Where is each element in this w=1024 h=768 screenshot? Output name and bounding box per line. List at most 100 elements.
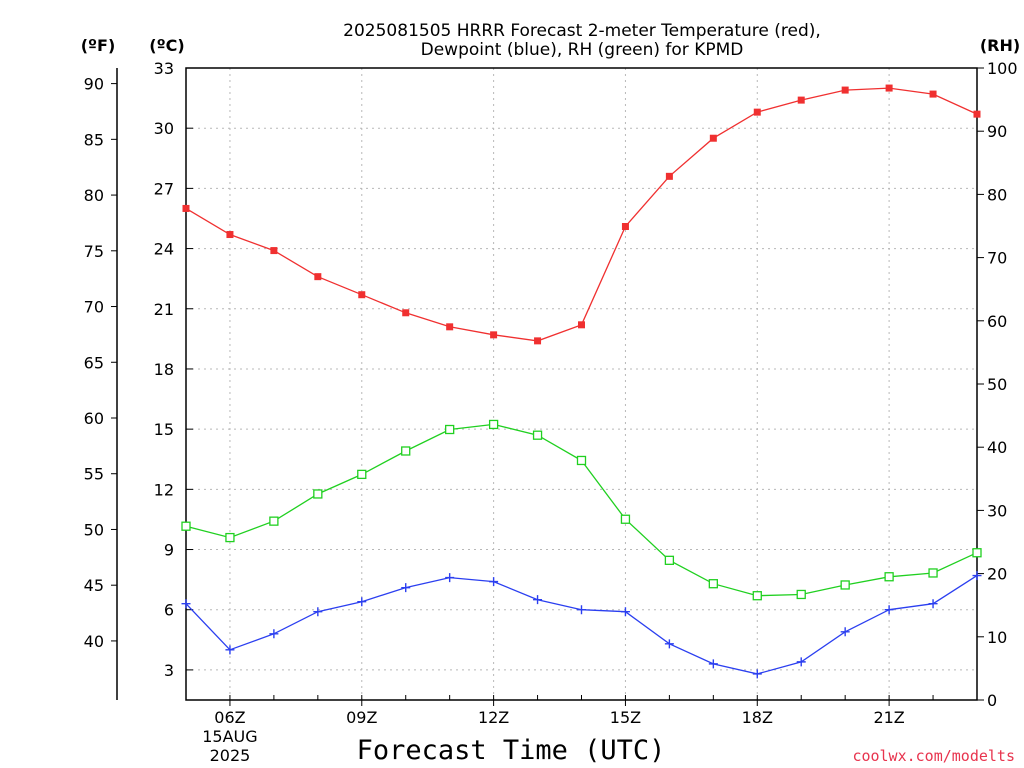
dewpoint-point [972, 571, 982, 581]
temperature-point [753, 108, 761, 116]
temperature-point [182, 204, 190, 212]
celsius-tick-label: 30 [154, 119, 174, 138]
x-tick-date-label: 2025 [210, 746, 251, 765]
chart-title-line-2: Dewpoint (blue), RH (green) for KPMD [421, 40, 744, 60]
temperature-point [665, 172, 673, 180]
dewpoint-point [313, 607, 323, 617]
celsius-tick-label: 12 [154, 480, 174, 499]
rh-tick-label: 40 [987, 438, 1007, 457]
rh-point [796, 589, 806, 600]
x-tick-label: 21Z [873, 708, 904, 727]
dewpoint-point [577, 605, 586, 615]
dewpoint-point [533, 595, 543, 605]
temperature-series-line [185, 87, 978, 342]
rh-tick-label: 80 [987, 185, 1007, 204]
rh-point [972, 548, 982, 558]
rh-series-line [185, 423, 978, 597]
celsius-tick-label: 15 [154, 420, 174, 439]
celsius-tick-label: 21 [154, 300, 174, 319]
temperature-point [885, 84, 893, 92]
dewpoint-point [181, 599, 191, 609]
rh-point [884, 572, 894, 582]
fahrenheit-tick-label: 60 [84, 409, 104, 428]
x-tick-date-label: 15AUG [202, 727, 257, 746]
dewpoint-point [620, 607, 630, 617]
temperature-point [929, 90, 937, 98]
plot-frame [185, 67, 978, 701]
temperature-point [621, 223, 629, 231]
temperature-point [709, 134, 717, 142]
temperature-point [358, 291, 366, 299]
rh-point [401, 446, 411, 456]
chart-title-line-1: 2025081505 HRRR Forecast 2-meter Tempera… [343, 21, 821, 41]
rh-tick-label: 70 [987, 249, 1007, 268]
temperature-point [797, 96, 805, 104]
temperature-point [402, 309, 410, 317]
source-credit: coolwx.com/modelts [852, 747, 1015, 765]
fahrenheit-tick-label: 85 [84, 130, 104, 149]
x-axis-title: Forecast Time (UTC) [357, 735, 666, 766]
x-tick-label: 09Z [346, 708, 377, 727]
temperature-point [841, 86, 849, 94]
dewpoint-point [796, 657, 806, 667]
fahrenheit-tick-label: 75 [84, 242, 104, 261]
fahrenheit-tick-label: 70 [84, 298, 104, 317]
dewpoint-point [928, 599, 938, 609]
rh-point [269, 516, 279, 526]
fahrenheit-tick-label: 40 [84, 632, 104, 651]
dewpoint-point [708, 659, 718, 669]
dewpoint-point [445, 573, 455, 583]
celsius-tick-label: 6 [164, 601, 174, 620]
fahrenheit-tick-label: 45 [84, 576, 104, 595]
celsius-tick-label: 33 [154, 59, 174, 78]
chart-axes [111, 67, 984, 706]
dewpoint-point [357, 597, 367, 607]
rh-point [488, 419, 499, 430]
temperature-point [973, 110, 981, 118]
rh-point [664, 555, 675, 565]
fahrenheit-tick-label: 55 [84, 465, 104, 484]
rh-point [752, 591, 762, 601]
rh-tick-label: 30 [987, 501, 1007, 520]
rh-axis-unit: (RH) [980, 36, 1020, 55]
fahrenheit-axis-unit: (ºF) [81, 36, 116, 55]
celsius-tick-label: 18 [154, 360, 174, 379]
fahrenheit-tick-label: 90 [84, 75, 104, 94]
dewpoint-point [401, 583, 411, 593]
temperature-point [446, 323, 454, 331]
dewpoint-series-line [185, 575, 978, 675]
rh-point [532, 430, 543, 440]
x-tick-label: 18Z [742, 708, 773, 727]
rh-tick-label: 90 [987, 122, 1007, 141]
rh-point [313, 489, 323, 499]
rh-point [357, 469, 367, 480]
tick-labels: 3 6 9 12 15 18 21 24 27 30 33 40 45 50 55 60 65 70 75 80 85 9… [84, 59, 1018, 765]
temperature-point [226, 231, 234, 239]
fahrenheit-tick-label: 50 [84, 520, 104, 539]
rh-point [928, 568, 938, 578]
dewpoint-point [225, 645, 235, 655]
rh-tick-label: 0 [987, 691, 997, 710]
rh-tick-label: 100 [987, 59, 1018, 78]
celsius-tick-label: 9 [164, 541, 174, 560]
rh-point [576, 455, 587, 466]
rh-tick-label: 10 [987, 628, 1007, 647]
rh-tick-label: 60 [987, 312, 1007, 331]
dewpoint-point [884, 605, 894, 615]
dewpoint-point [489, 577, 499, 587]
rh-point [840, 580, 850, 590]
fahrenheit-tick-label: 65 [84, 353, 104, 372]
dewpoint-point [664, 639, 674, 649]
temperature-point [270, 247, 278, 255]
rh-point [445, 424, 455, 435]
rh-point [225, 532, 235, 543]
celsius-tick-label: 27 [154, 179, 174, 198]
fahrenheit-tick-label: 80 [84, 186, 104, 205]
temperature-point [314, 273, 322, 281]
x-tick-label: 06Z [214, 708, 245, 727]
dewpoint-point [269, 629, 279, 639]
celsius-axis-unit: (ºC) [149, 36, 184, 55]
temperature-point [578, 321, 585, 329]
temperature-point [490, 331, 498, 339]
